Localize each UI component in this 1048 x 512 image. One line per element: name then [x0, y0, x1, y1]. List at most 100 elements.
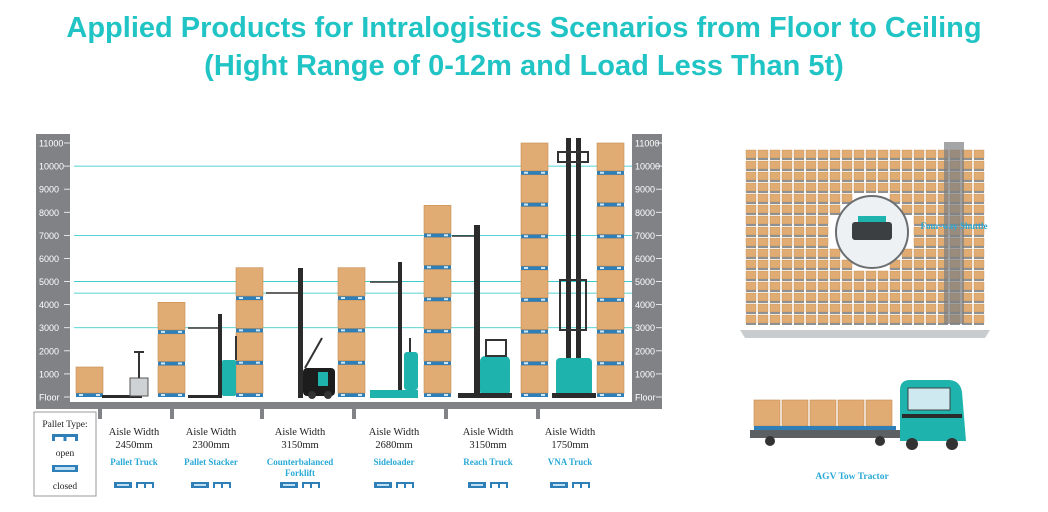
- aisle-width: 1750mm: [551, 440, 588, 451]
- rack-box: [817, 204, 829, 214]
- pallet-slot: [341, 361, 345, 364]
- rack-box: [853, 160, 865, 170]
- pallet: [521, 170, 548, 175]
- rack-beam: [890, 301, 900, 303]
- rack-beam: [770, 323, 780, 325]
- rack-box: [769, 204, 781, 214]
- rack-beam: [818, 257, 828, 259]
- rack-beam: [854, 323, 864, 325]
- rack-beam: [746, 246, 756, 248]
- rack-beam: [854, 279, 864, 281]
- rack-box: [757, 248, 769, 258]
- rack-box: [805, 182, 817, 192]
- aisle-label: Aisle Width: [369, 427, 420, 438]
- rack-box: [781, 237, 793, 247]
- rack-beam: [938, 246, 948, 248]
- rack-box: [889, 303, 901, 313]
- rack-beam: [746, 312, 756, 314]
- rack-box: [781, 160, 793, 170]
- pallet-slot: [161, 362, 165, 365]
- rack-beam: [890, 169, 900, 171]
- tractor-box: [837, 399, 865, 427]
- rack-beam: [866, 290, 876, 292]
- rack-box: [769, 314, 781, 324]
- pallet: [424, 361, 451, 366]
- rack-box: [889, 270, 901, 280]
- product-name: Pallet Stacker: [184, 457, 238, 467]
- rack-box: [793, 292, 805, 302]
- rack-box: [913, 182, 925, 192]
- pallet: [158, 393, 185, 397]
- rack-box: [757, 237, 769, 247]
- pallet-slot: [96, 394, 100, 396]
- agv-tow-tractor-illustration: AGV Tow Tractor: [750, 380, 966, 482]
- rack-beam: [806, 246, 816, 248]
- rack-beam: [974, 213, 984, 215]
- open-pallet-leg: [404, 482, 406, 488]
- rack-beam: [914, 158, 924, 160]
- pallet-type-icons: [374, 482, 414, 488]
- pallet: [521, 266, 548, 270]
- open-pallet-leg: [498, 482, 500, 488]
- rack-beam: [758, 169, 768, 171]
- pallet-type-title: Pallet Type:: [42, 420, 87, 430]
- pallet-slot: [444, 330, 448, 333]
- rack-box: [973, 303, 985, 313]
- pallet-stack: [596, 142, 625, 397]
- rack-beam: [782, 279, 792, 281]
- rack-box: [889, 314, 901, 324]
- pallet: [158, 329, 185, 334]
- rack-beam: [782, 180, 792, 182]
- pallet-slot: [617, 362, 621, 365]
- rack-beam: [758, 268, 768, 270]
- rack-box: [925, 182, 937, 192]
- rack-beam: [866, 180, 876, 182]
- rack-beam: [926, 180, 936, 182]
- rack-box: [901, 270, 913, 280]
- rack-beam: [854, 301, 864, 303]
- rack-box: [973, 237, 985, 247]
- rack-beam: [746, 279, 756, 281]
- pallet-slot: [541, 362, 545, 365]
- rack-beam: [926, 301, 936, 303]
- rack-beam: [746, 301, 756, 303]
- rack-box: [889, 292, 901, 302]
- rack-beam: [782, 268, 792, 270]
- rack-box: [781, 248, 793, 258]
- rack-beam: [962, 213, 972, 215]
- rack-beam: [806, 312, 816, 314]
- rack-beam: [914, 169, 924, 171]
- rack-box: [865, 160, 877, 170]
- aisle-label: Aisle Width: [275, 427, 326, 438]
- rack-beam: [938, 323, 948, 325]
- rack-beam: [974, 268, 984, 270]
- pallet-slot: [524, 362, 528, 365]
- rack-beam: [842, 290, 852, 292]
- rack-box: [745, 303, 757, 313]
- rack-beam: [758, 235, 768, 237]
- rack-beam: [878, 323, 888, 325]
- closed-pallet-slot: [553, 484, 565, 486]
- cargo-box: [596, 206, 625, 235]
- ruler-label: 3000: [39, 323, 59, 333]
- cargo-box: [423, 300, 452, 330]
- pallet: [424, 393, 451, 397]
- product-label: Aisle Width 3150mm Reach Truck: [463, 427, 514, 488]
- rack-beam: [842, 180, 852, 182]
- rack-beam: [842, 202, 852, 204]
- cargo-box: [423, 268, 452, 298]
- rack-beam: [770, 257, 780, 259]
- rack-beam: [854, 312, 864, 314]
- pallet-type-closed: closed: [53, 482, 78, 492]
- pallet-stacker-illustration: [188, 314, 237, 398]
- closed-pallet-icon: [52, 465, 78, 472]
- rack-box: [973, 149, 985, 159]
- rack-beam: [758, 224, 768, 226]
- rack-beam: [770, 180, 780, 182]
- rack-beam: [914, 301, 924, 303]
- rack-beam: [902, 290, 912, 292]
- rack-box: [769, 149, 781, 159]
- rack-box: [781, 182, 793, 192]
- rack-beam: [974, 224, 984, 226]
